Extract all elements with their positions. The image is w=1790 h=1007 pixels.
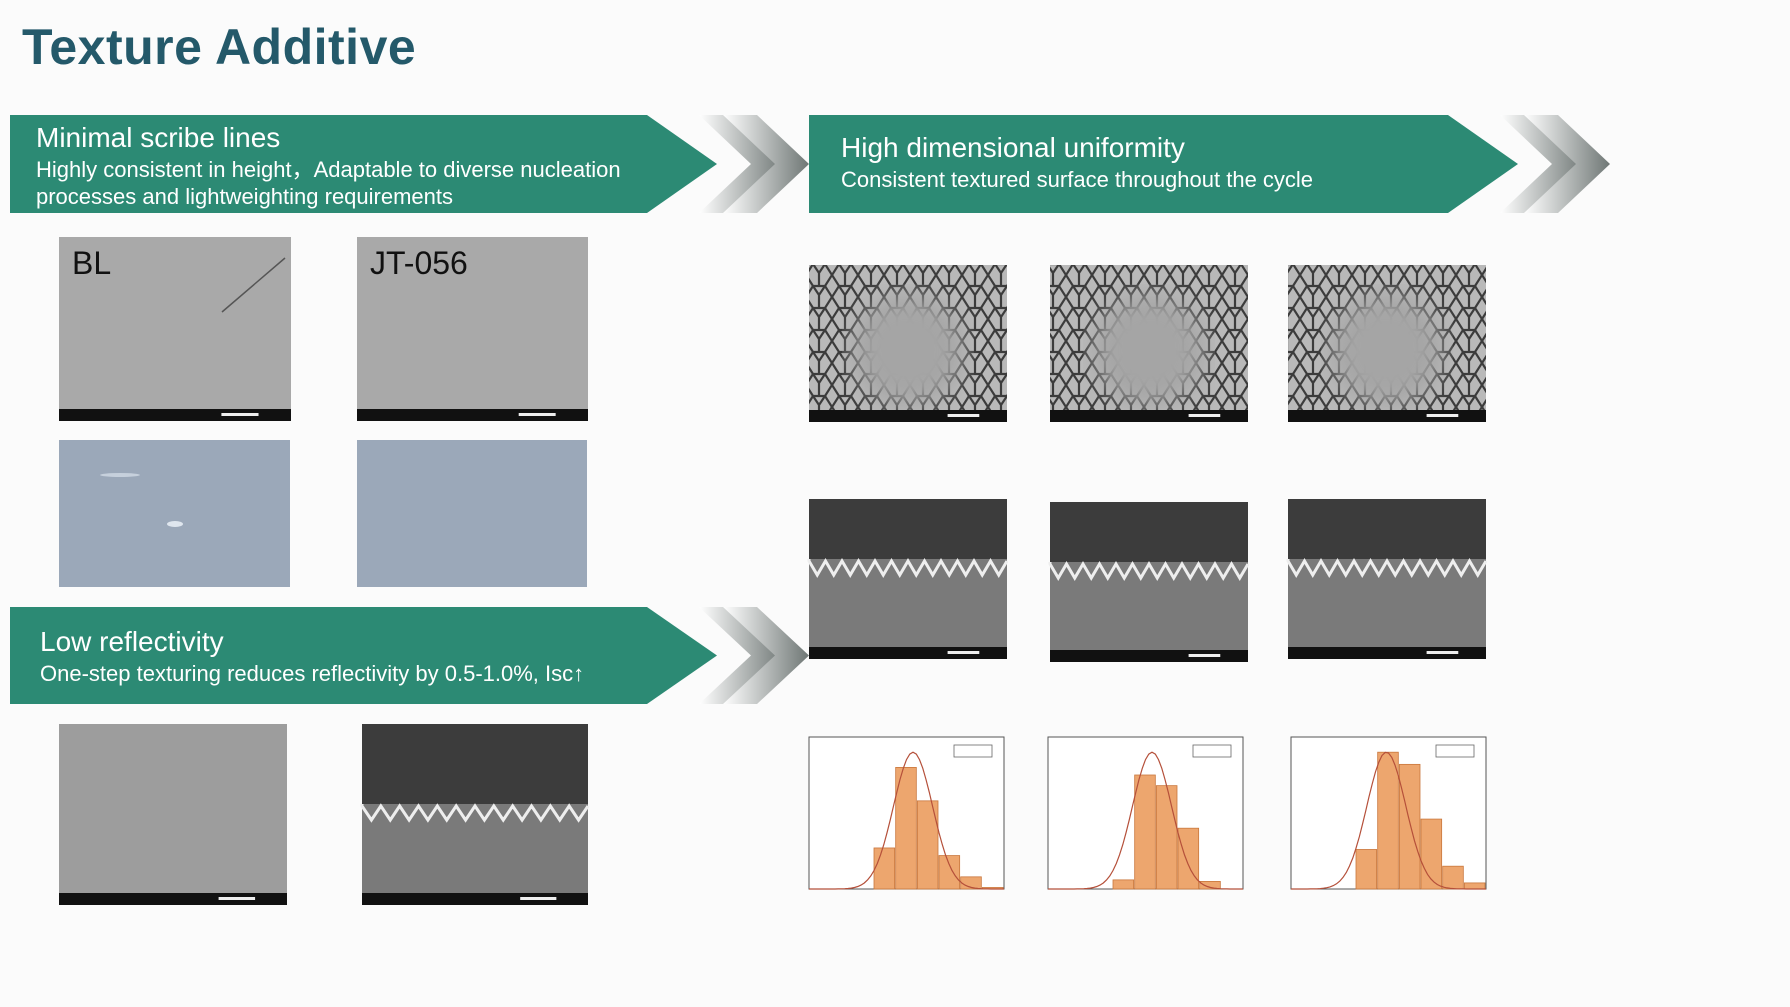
panel-heading: Low reflectivity xyxy=(40,626,224,657)
art-layer xyxy=(10,115,1610,905)
sem-dark xyxy=(362,724,588,804)
texture-edge xyxy=(807,558,1009,578)
scale-bar xyxy=(1426,651,1459,654)
sem-dark xyxy=(1050,502,1248,562)
panel-heading: High dimensional uniformity xyxy=(841,132,1185,163)
panel: High dimensional uniformity Consistent t… xyxy=(841,132,1461,193)
scratch xyxy=(221,257,286,313)
chevron xyxy=(699,607,785,704)
info-bar xyxy=(357,409,588,421)
blur-spot xyxy=(1094,295,1204,405)
panel-text: One-step texturing reduces reflectivity … xyxy=(40,661,585,686)
sem-image xyxy=(59,724,287,905)
texture-edge xyxy=(360,803,590,823)
hist-bar xyxy=(1199,881,1221,890)
scale-bar xyxy=(218,897,256,900)
info-bar xyxy=(1050,650,1248,662)
sem-image xyxy=(357,237,588,421)
panel: Low reflectivity One-step texturing redu… xyxy=(40,626,680,687)
optical-image xyxy=(59,440,290,587)
blur-spot xyxy=(1332,295,1442,405)
chart-legend xyxy=(1435,744,1475,758)
info-bar xyxy=(362,893,588,905)
scale-bar xyxy=(1188,414,1221,417)
hist-bar xyxy=(1463,882,1486,890)
image-label: JT-056 xyxy=(370,245,468,281)
chevron xyxy=(1500,115,1586,213)
hist-bar xyxy=(1377,751,1399,890)
scale-bar xyxy=(947,414,980,417)
scale-bar xyxy=(520,897,557,900)
banner xyxy=(10,115,717,213)
scale-bar xyxy=(1426,414,1459,417)
hist-bar xyxy=(1155,785,1178,890)
chart-legend xyxy=(953,744,993,758)
chevron xyxy=(723,115,809,213)
scale-bar xyxy=(947,651,980,654)
texture-edge xyxy=(1048,561,1250,581)
sem-dark xyxy=(1288,499,1486,559)
image-label: BL xyxy=(72,245,112,281)
fit-curve xyxy=(1048,751,1243,890)
info-bar xyxy=(1050,410,1248,422)
info-bar xyxy=(59,409,291,421)
hist-bar xyxy=(895,767,917,890)
chevron xyxy=(699,115,785,213)
chevron xyxy=(1524,115,1610,213)
sem-dark xyxy=(809,499,1007,559)
texture-edge xyxy=(1286,558,1488,578)
sem-image xyxy=(59,237,291,421)
chevron xyxy=(723,607,809,704)
fit-curve xyxy=(809,751,1004,890)
hist-bar xyxy=(1355,849,1378,890)
optical-image xyxy=(357,440,587,587)
hist-bar xyxy=(1177,827,1200,890)
scale-bar xyxy=(518,413,556,416)
hist-bar xyxy=(1398,763,1421,890)
fit-curve xyxy=(1291,751,1486,890)
title: Texture Additive xyxy=(22,19,417,75)
scale-bar xyxy=(1188,654,1221,657)
hist-bar xyxy=(1442,865,1464,890)
banner xyxy=(10,607,717,704)
hist-bar xyxy=(938,855,961,890)
blur-spot xyxy=(853,295,963,405)
scale-bar xyxy=(221,413,259,416)
spot xyxy=(100,473,140,477)
chart-legend xyxy=(1192,744,1232,758)
spot xyxy=(167,521,183,527)
info-bar xyxy=(809,647,1007,659)
hist-bar xyxy=(916,800,939,890)
info-bar xyxy=(1288,647,1486,659)
info-bar xyxy=(1288,410,1486,422)
hist-bar xyxy=(873,847,896,890)
panel-text: Consistent textured surface throughout t… xyxy=(841,167,1314,192)
panel-text: Highly consistent in height，Adaptable to… xyxy=(36,157,621,209)
info-bar xyxy=(809,410,1007,422)
hist-bar xyxy=(1134,774,1156,890)
panel-heading: Minimal scribe lines xyxy=(36,122,281,153)
info-bar xyxy=(59,893,287,905)
hist-bar xyxy=(1112,879,1135,890)
banner xyxy=(809,115,1518,213)
panel: Minimal scribe lines Highly consistent i… xyxy=(36,122,656,210)
